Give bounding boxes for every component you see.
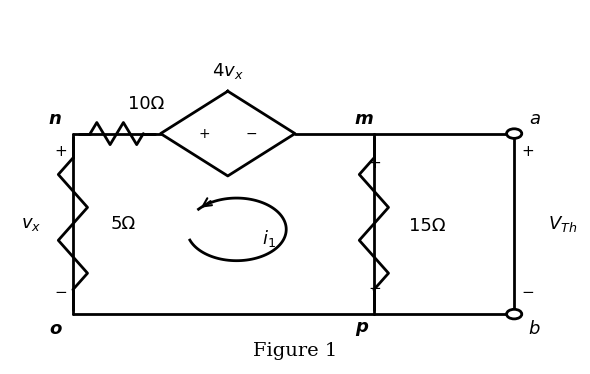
Text: −: − [245, 126, 257, 141]
Text: −: − [521, 285, 534, 300]
Text: $V_{Th}$: $V_{Th}$ [548, 214, 577, 234]
Text: +: + [199, 126, 210, 141]
Circle shape [507, 309, 522, 319]
Text: $\boldsymbol{m}$: $\boldsymbol{m}$ [353, 110, 373, 128]
Text: $v_x$: $v_x$ [21, 215, 41, 233]
Text: +: + [369, 156, 382, 171]
Circle shape [507, 129, 522, 138]
Text: $4v_x$: $4v_x$ [212, 61, 244, 81]
Text: −: − [55, 285, 68, 300]
Text: +: + [55, 144, 68, 159]
Text: Figure 1: Figure 1 [253, 342, 337, 360]
Text: 15Ω: 15Ω [409, 217, 445, 235]
Text: $\boldsymbol{p}$: $\boldsymbol{p}$ [355, 320, 369, 338]
Text: 10Ω: 10Ω [128, 95, 164, 113]
Text: $a$: $a$ [529, 110, 540, 128]
Text: −: − [369, 281, 382, 296]
Text: +: + [521, 144, 534, 159]
Text: 5Ω: 5Ω [111, 215, 136, 233]
Text: $b$: $b$ [528, 320, 541, 338]
Text: $i_1$: $i_1$ [262, 228, 276, 249]
Text: $\boldsymbol{o}$: $\boldsymbol{o}$ [48, 320, 62, 338]
Text: $\boldsymbol{n}$: $\boldsymbol{n}$ [48, 110, 63, 128]
